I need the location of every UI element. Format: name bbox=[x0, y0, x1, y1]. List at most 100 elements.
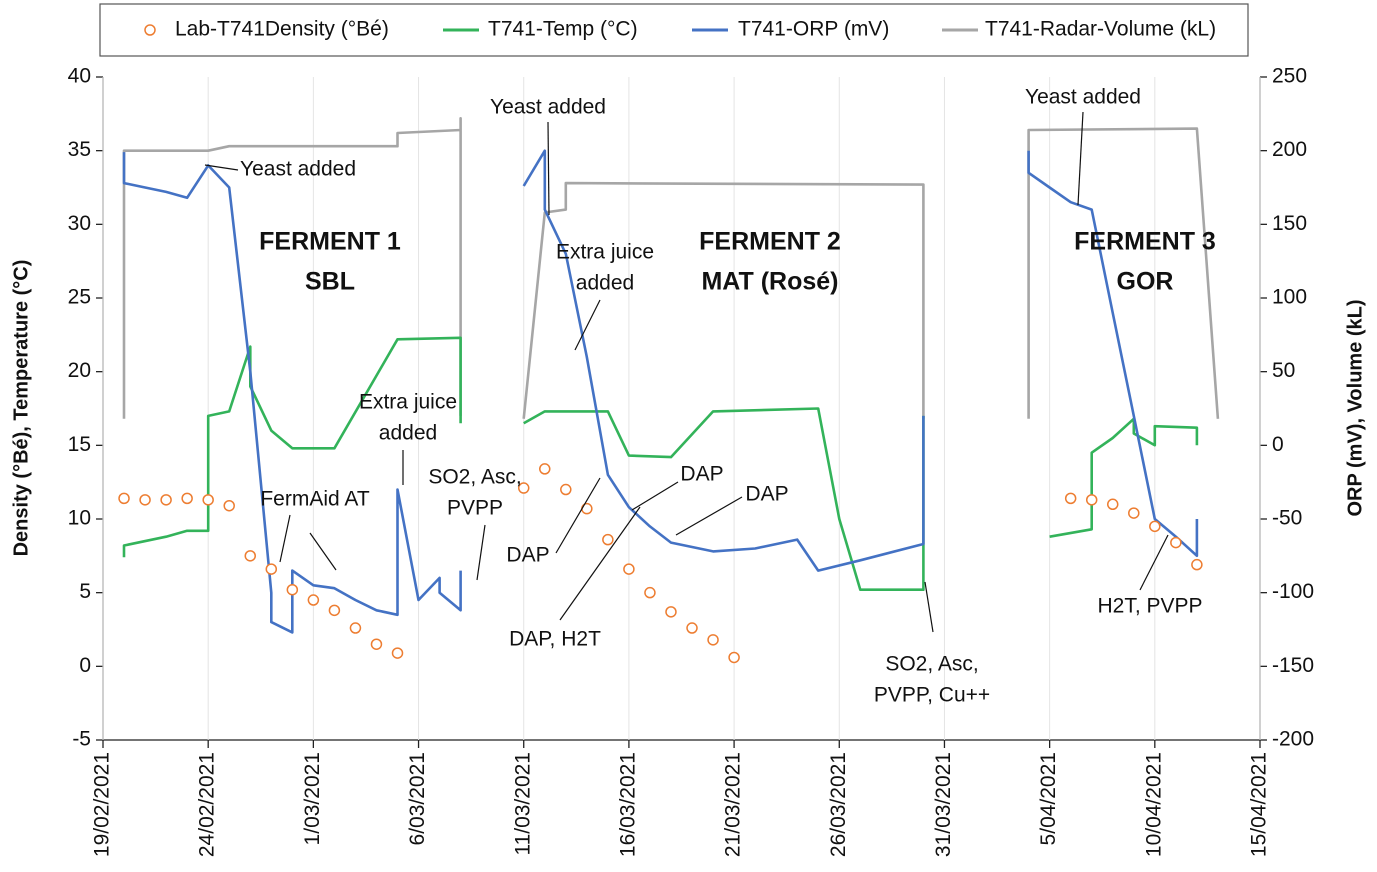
annotation-leader bbox=[279, 514, 291, 563]
y-tick-label: -5 bbox=[72, 728, 91, 751]
data-point bbox=[1106, 498, 1119, 511]
data-point bbox=[223, 499, 235, 512]
data-point bbox=[160, 494, 172, 506]
data-point bbox=[1085, 494, 1098, 506]
data-point bbox=[370, 638, 383, 650]
y-tick-label: 20 bbox=[68, 359, 91, 382]
annotation: GOR bbox=[1117, 268, 1174, 296]
annotation: Yeast added bbox=[490, 96, 606, 119]
x-tick-label: 10/04/2021 bbox=[1142, 752, 1165, 857]
data-point bbox=[644, 586, 656, 599]
y2-tick-label: -150 bbox=[1272, 654, 1314, 677]
data-point bbox=[286, 583, 299, 596]
annotation-leader bbox=[574, 299, 601, 351]
annotation: DAP bbox=[506, 544, 549, 567]
annotation: DAP bbox=[680, 463, 723, 486]
y-tick-label: 5 bbox=[79, 580, 91, 603]
data-point bbox=[560, 483, 572, 496]
data-point bbox=[328, 604, 341, 617]
data-point bbox=[686, 622, 698, 634]
annotation: DAP bbox=[745, 483, 788, 506]
annotation: PVPP bbox=[447, 497, 503, 520]
data-point bbox=[602, 533, 614, 546]
y-tick-label: 15 bbox=[68, 433, 91, 456]
data-point bbox=[517, 482, 530, 494]
x-tick-label: 16/03/2021 bbox=[616, 752, 639, 857]
y2-tick-label: 100 bbox=[1272, 286, 1307, 309]
data-point bbox=[539, 463, 551, 475]
y2-tick-label: 250 bbox=[1272, 65, 1307, 88]
annotation-leader bbox=[309, 532, 337, 571]
x-tick-label: 26/03/2021 bbox=[827, 752, 850, 857]
annotation: FERMENT 2 bbox=[699, 228, 841, 256]
y-tick-label: 35 bbox=[68, 138, 91, 161]
y-tick-label: 30 bbox=[68, 212, 91, 235]
series-line bbox=[122, 117, 1220, 419]
annotation: Extra juice bbox=[556, 241, 654, 264]
x-tick-label: 15/04/2021 bbox=[1248, 752, 1271, 857]
y2-tick-label: -200 bbox=[1272, 728, 1314, 751]
data-point bbox=[118, 492, 130, 505]
annotation-leader bbox=[204, 164, 239, 171]
annotation: added bbox=[379, 422, 437, 445]
legend-box bbox=[99, 3, 1249, 57]
series-line bbox=[122, 149, 1199, 634]
annotation-leader bbox=[555, 477, 601, 554]
annotation: MAT (Rosé) bbox=[701, 268, 838, 296]
annotation: FermAid AT bbox=[260, 488, 369, 511]
data-point bbox=[728, 651, 740, 664]
annotation-leader bbox=[476, 524, 486, 581]
annotation: FERMENT 3 bbox=[1074, 228, 1216, 256]
y-tick-label: 40 bbox=[68, 65, 91, 88]
annotation: SO2, Asc, bbox=[428, 466, 521, 489]
data-point bbox=[1149, 520, 1161, 533]
data-point bbox=[707, 634, 719, 646]
data-point bbox=[1128, 507, 1140, 519]
y2-tick-label: 50 bbox=[1272, 359, 1295, 382]
annotation: Extra juice bbox=[359, 391, 457, 414]
data-point bbox=[623, 563, 635, 575]
x-tick-label: 5/04/2021 bbox=[1037, 752, 1060, 845]
x-tick-label: 6/03/2021 bbox=[406, 752, 429, 845]
data-point bbox=[1191, 558, 1203, 571]
x-tick-label: 19/02/2021 bbox=[91, 752, 114, 857]
legend-label: T741-Radar-Volume (kL) bbox=[985, 18, 1216, 41]
y-tick-label: 0 bbox=[79, 654, 91, 677]
y2-tick-label: 0 bbox=[1272, 433, 1284, 456]
annotation-leader bbox=[547, 121, 550, 216]
annotation: PVPP, Cu++ bbox=[874, 684, 990, 707]
y-tick-label: 10 bbox=[68, 507, 91, 530]
annotation-leader bbox=[1139, 534, 1169, 591]
annotation: SO2, Asc, bbox=[885, 653, 978, 676]
y2-tick-label: -100 bbox=[1272, 580, 1314, 603]
x-tick-label: 24/02/2021 bbox=[196, 752, 219, 857]
data-point bbox=[139, 494, 151, 506]
annotation: Yeast added bbox=[1025, 86, 1141, 109]
y2-tick-label: 150 bbox=[1272, 212, 1307, 235]
x-tick-label: 1/03/2021 bbox=[301, 752, 324, 845]
annotation-leader bbox=[559, 506, 641, 621]
data-point bbox=[391, 647, 404, 659]
y-axis-title: Density (°Bé), Temperature (°C) bbox=[10, 260, 32, 557]
data-point bbox=[581, 502, 593, 515]
data-point bbox=[244, 550, 257, 562]
annotation: FERMENT 1 bbox=[259, 228, 401, 256]
data-point bbox=[1170, 536, 1182, 549]
legend-label: T741-Temp (°C) bbox=[488, 18, 638, 41]
y2-axis-title: ORP (mV), Volume (kL) bbox=[1344, 299, 1366, 516]
data-point bbox=[349, 622, 362, 634]
x-tick-label: 11/03/2021 bbox=[511, 752, 534, 856]
annotation-leader bbox=[1077, 111, 1084, 206]
y-tick-label: 25 bbox=[68, 286, 91, 309]
data-point bbox=[265, 563, 278, 575]
data-point bbox=[181, 492, 193, 505]
y2-tick-label: -50 bbox=[1272, 507, 1302, 530]
y2-tick-label: 200 bbox=[1272, 138, 1307, 161]
data-point bbox=[202, 494, 214, 506]
data-point bbox=[307, 594, 320, 606]
annotation: H2T, PVPP bbox=[1097, 595, 1202, 618]
legend-marker bbox=[144, 24, 156, 36]
annotation-leader bbox=[631, 481, 679, 511]
annotation-leader bbox=[675, 496, 743, 536]
